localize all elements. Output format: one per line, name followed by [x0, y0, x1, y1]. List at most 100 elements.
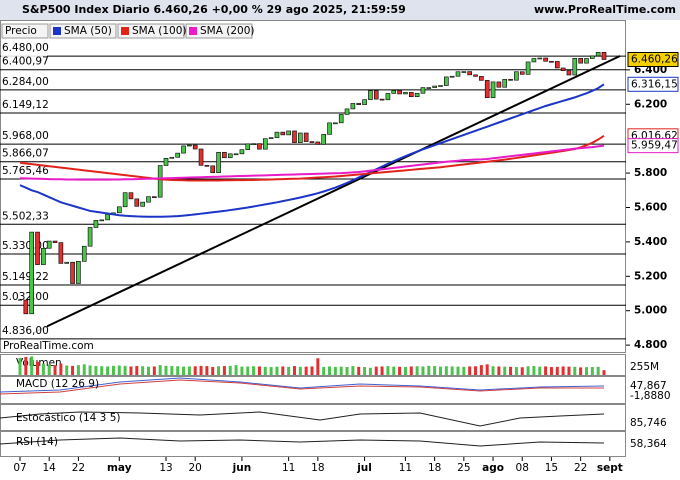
candle	[286, 130, 291, 136]
volume-bar	[88, 365, 92, 375]
candle	[420, 87, 426, 94]
candle	[298, 132, 303, 143]
candle	[70, 261, 75, 284]
volume-bar	[602, 370, 606, 375]
x-tick-label: 22	[574, 462, 587, 474]
volume-bar	[491, 366, 495, 375]
candle	[333, 122, 338, 125]
candle	[128, 192, 134, 200]
legend-label: SMA (50)	[64, 25, 112, 37]
watermark: ProRealTime.com	[3, 340, 94, 352]
candle	[444, 76, 449, 86]
last-label: 6.460,26	[631, 53, 678, 65]
candle	[502, 79, 508, 88]
volume-bar	[351, 366, 355, 375]
candle	[152, 196, 157, 198]
candle	[449, 75, 455, 78]
candle	[140, 201, 145, 207]
candle	[268, 137, 274, 139]
candle	[93, 220, 99, 228]
candle	[408, 92, 414, 97]
candle	[46, 240, 52, 249]
volume-bar	[520, 367, 524, 375]
volume-bar	[579, 367, 583, 375]
volume-bar	[222, 366, 226, 375]
candle	[566, 70, 572, 76]
level-label: 5.765,46	[2, 165, 49, 177]
volume-bar	[590, 367, 594, 375]
volume-bar	[532, 366, 536, 375]
volume-bar	[468, 366, 472, 375]
volume-bar	[292, 366, 296, 375]
y-tick-label: 5.600	[634, 201, 667, 213]
volume-bar	[257, 366, 261, 375]
candle	[99, 219, 105, 222]
candle	[157, 165, 163, 198]
legend-label: Precio	[5, 25, 37, 37]
volume-bar	[76, 365, 80, 375]
volume-bar	[427, 365, 431, 375]
candle	[198, 148, 204, 166]
candle	[216, 151, 221, 174]
header-bar	[0, 0, 680, 20]
x-tick-label: jun	[232, 462, 252, 474]
candle	[496, 81, 502, 88]
panel-title: MACD (12 26 9)	[16, 378, 99, 390]
volume-bar	[438, 366, 442, 375]
candle	[479, 76, 484, 81]
volume-bar	[573, 366, 577, 375]
volume-bar	[281, 366, 285, 375]
candle	[578, 58, 583, 64]
volume-bar	[549, 367, 553, 375]
y-tick-label: 4.800	[634, 339, 667, 351]
candle	[262, 138, 268, 150]
trend-line	[34, 55, 621, 333]
candle	[414, 92, 420, 97]
level-label-bg	[1, 270, 47, 284]
candle	[251, 143, 256, 145]
x-tick-label: 08	[516, 462, 529, 474]
volume-bar	[450, 366, 454, 375]
volume-bar	[199, 365, 203, 375]
last-label-box	[627, 76, 679, 92]
candle	[81, 245, 87, 262]
candle	[379, 98, 385, 101]
legend-label: SMA (200)	[200, 25, 254, 37]
volume-bar	[567, 366, 571, 375]
level-label-bg	[1, 41, 47, 55]
volume-bar	[94, 366, 98, 375]
volume-bar	[503, 366, 507, 375]
candle	[163, 157, 169, 166]
volume-bar	[555, 366, 559, 375]
candle	[280, 131, 286, 136]
candle	[438, 85, 443, 87]
candle	[455, 71, 461, 77]
panel-label: 58,364	[630, 438, 667, 450]
volume-bar	[584, 367, 588, 375]
candle	[391, 90, 397, 94]
volume-bar	[246, 366, 250, 375]
candle	[397, 90, 402, 95]
volume-bar	[158, 365, 162, 375]
y-tick-label: 5.800	[634, 167, 667, 179]
volume-bar	[485, 364, 489, 375]
candle	[467, 71, 472, 76]
candle	[484, 80, 490, 99]
volume-bar	[240, 366, 244, 375]
candle	[187, 144, 192, 147]
x-tick-label: 22	[72, 462, 85, 474]
volume-bar	[444, 366, 448, 375]
volume-bar	[497, 366, 501, 375]
sma-line	[19, 83, 605, 218]
candle	[508, 79, 513, 81]
candle	[309, 141, 315, 143]
volume-bar	[36, 361, 40, 375]
volume-bar	[333, 366, 337, 375]
candle	[519, 71, 525, 75]
level-label: 5.968,00	[2, 130, 49, 142]
candle	[222, 151, 227, 159]
volume-bar	[164, 365, 168, 375]
candle	[601, 52, 607, 60]
volume-bar	[433, 366, 437, 375]
panel-label: -1,8880	[630, 390, 671, 402]
